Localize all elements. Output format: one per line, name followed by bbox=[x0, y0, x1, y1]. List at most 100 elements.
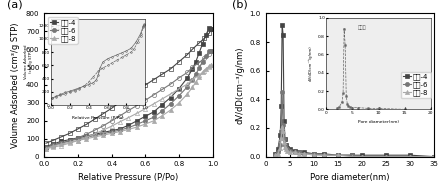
样品-4 bbox=[159, 104, 165, 106]
样品-8 bbox=[101, 134, 106, 136]
样品-4 bbox=[92, 133, 97, 135]
Line: 样品-8: 样品-8 bbox=[44, 63, 213, 151]
样品-8 bbox=[273, 154, 278, 156]
样品-8 bbox=[92, 136, 97, 138]
样品-4 bbox=[197, 52, 202, 54]
样品-4 bbox=[279, 105, 284, 108]
样品-8 bbox=[311, 154, 317, 156]
样品-4 bbox=[101, 131, 106, 134]
样品-8 bbox=[58, 143, 64, 145]
样品-6 bbox=[193, 73, 198, 75]
样品-8 bbox=[281, 141, 287, 143]
样品-4 bbox=[193, 61, 198, 63]
样品-8 bbox=[67, 141, 72, 143]
样品-8 bbox=[190, 86, 195, 88]
样品-4 bbox=[278, 134, 283, 136]
样品-8 bbox=[279, 137, 284, 139]
样品-4 bbox=[285, 147, 290, 149]
样品-4 bbox=[58, 140, 64, 142]
样品-6 bbox=[208, 50, 214, 52]
样品-6 bbox=[278, 144, 283, 146]
样品-4 bbox=[297, 151, 302, 154]
样品-6 bbox=[359, 155, 365, 158]
样品-6 bbox=[109, 131, 114, 133]
样品-8 bbox=[275, 153, 280, 155]
样品-4 bbox=[185, 77, 190, 79]
样品-4 bbox=[287, 148, 292, 151]
样品-8 bbox=[200, 71, 205, 74]
样品-8 bbox=[206, 65, 212, 67]
样品-4 bbox=[208, 28, 214, 31]
样品-6 bbox=[431, 155, 437, 158]
样品-8 bbox=[143, 123, 148, 125]
样品-8 bbox=[109, 132, 114, 134]
样品-6 bbox=[67, 140, 72, 142]
样品-4 bbox=[176, 87, 182, 90]
样品-8 bbox=[302, 153, 307, 155]
样品-6 bbox=[75, 138, 81, 140]
样品-6 bbox=[279, 130, 284, 132]
样品-6 bbox=[84, 136, 89, 138]
样品-6 bbox=[143, 120, 148, 122]
X-axis label: Pore diameter(nm): Pore diameter(nm) bbox=[310, 173, 390, 182]
样品-4 bbox=[335, 154, 341, 156]
样品-6 bbox=[273, 154, 278, 156]
样品-6 bbox=[92, 134, 97, 137]
样品-4 bbox=[383, 154, 389, 156]
样品-4 bbox=[206, 27, 212, 29]
样品-8 bbox=[203, 68, 209, 70]
样品-8 bbox=[134, 126, 140, 128]
样品-4 bbox=[359, 154, 365, 156]
Text: (b): (b) bbox=[232, 0, 248, 10]
样品-8 bbox=[278, 147, 283, 149]
样品-6 bbox=[43, 146, 49, 149]
样品-6 bbox=[197, 67, 202, 69]
样品-6 bbox=[311, 153, 317, 155]
Y-axis label: Volume Adsorbed (cm³/g STP): Volume Adsorbed (cm³/g STP) bbox=[12, 22, 20, 148]
Line: 样品-6: 样品-6 bbox=[44, 49, 213, 150]
样品-4 bbox=[109, 129, 114, 132]
样品-8 bbox=[168, 109, 173, 111]
样品-6 bbox=[282, 144, 288, 146]
样品-6 bbox=[292, 151, 297, 154]
Legend: 样品-4, 样品-6, 样品-8: 样品-4, 样品-6, 样品-8 bbox=[400, 72, 431, 98]
样品-6 bbox=[321, 154, 326, 156]
样品-8 bbox=[280, 130, 286, 132]
样品-8 bbox=[292, 151, 297, 154]
样品-6 bbox=[280, 91, 285, 93]
样品-6 bbox=[275, 151, 280, 154]
Line: 样品-4: 样品-4 bbox=[44, 26, 213, 149]
样品-8 bbox=[75, 139, 81, 142]
样品-4 bbox=[67, 138, 72, 141]
样品-8 bbox=[350, 155, 355, 158]
样品-8 bbox=[193, 81, 198, 83]
Line: 样品-4: 样品-4 bbox=[273, 23, 436, 159]
样品-4 bbox=[280, 24, 285, 26]
样品-4 bbox=[43, 146, 49, 148]
样品-4 bbox=[126, 124, 131, 126]
样品-4 bbox=[284, 144, 289, 146]
样品-4 bbox=[50, 143, 55, 145]
样品-4 bbox=[280, 34, 286, 36]
样品-6 bbox=[280, 124, 286, 126]
样品-4 bbox=[143, 115, 148, 117]
样品-4 bbox=[281, 120, 287, 122]
样品-4 bbox=[190, 68, 195, 70]
样品-8 bbox=[285, 150, 290, 152]
样品-8 bbox=[126, 128, 131, 131]
样品-4 bbox=[151, 111, 156, 113]
样品-8 bbox=[84, 138, 89, 140]
样品-6 bbox=[58, 142, 64, 144]
样品-6 bbox=[206, 50, 212, 52]
样品-4 bbox=[282, 138, 288, 141]
样品-4 bbox=[75, 137, 81, 139]
Line: 样品-8: 样品-8 bbox=[273, 125, 436, 159]
样品-6 bbox=[284, 147, 289, 149]
样品-6 bbox=[350, 154, 355, 156]
样品-8 bbox=[335, 154, 341, 156]
样品-8 bbox=[159, 115, 165, 117]
样品-4 bbox=[134, 120, 140, 122]
Y-axis label: dV/dD(cm⁻³/g/nm): dV/dD(cm⁻³/g/nm) bbox=[235, 46, 244, 124]
样品-4 bbox=[275, 148, 280, 151]
样品-4 bbox=[431, 155, 437, 158]
